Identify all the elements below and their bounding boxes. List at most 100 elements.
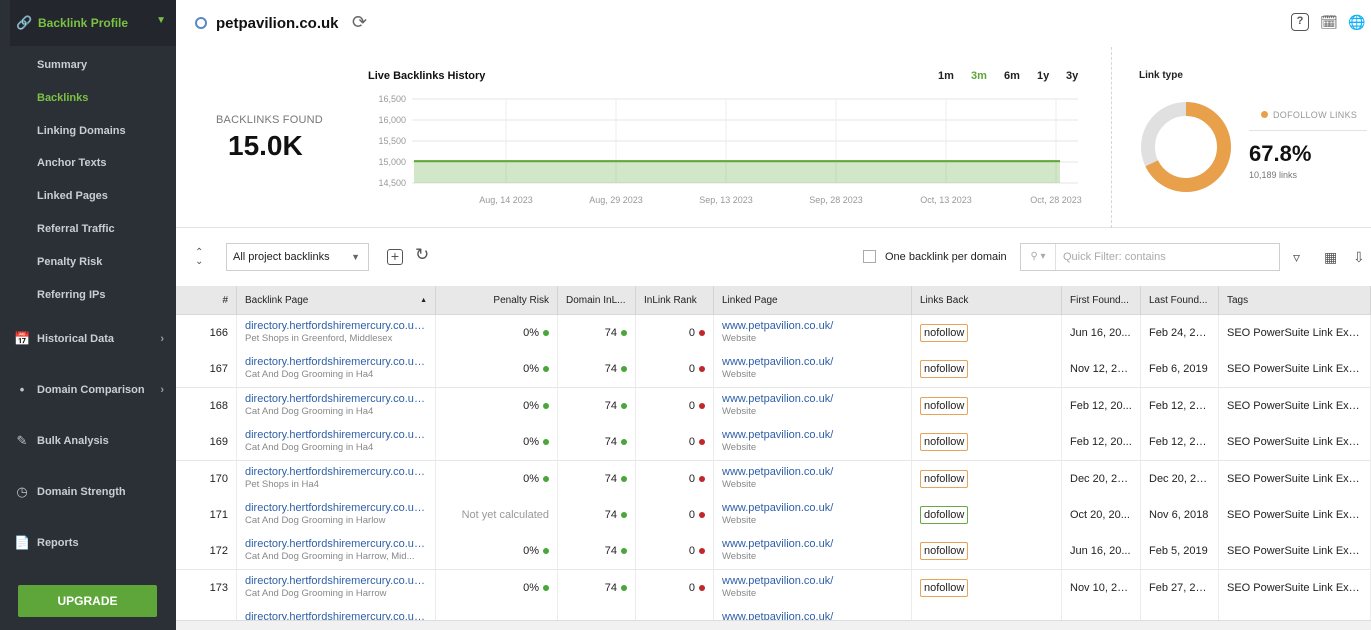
column-inlink-rank[interactable]: InLink Rank: [636, 286, 714, 315]
backlink-page-link[interactable]: directory.hertfordshiremercury.co.uk/...: [245, 465, 427, 478]
sidebar-item-summary[interactable]: Summary: [37, 59, 88, 71]
range-3y[interactable]: 3y: [1066, 70, 1079, 82]
range-1m[interactable]: 1m: [938, 70, 954, 82]
linked-page-title: Website: [722, 333, 757, 344]
linked-page-link[interactable]: www.petpavilion.co.uk/: [722, 320, 834, 332]
status-dot-green: [543, 475, 549, 482]
backlink-page-link[interactable]: directory.hertfordshiremercury.co.uk/...: [245, 429, 427, 442]
status-dot-green: [543, 439, 549, 446]
linked-page-link[interactable]: www.petpavilion.co.uk/: [722, 538, 834, 551]
backlink-page-title: Pet Shops in Greenford, Middlesex: [245, 333, 393, 344]
x-tick-label: Sep, 28 2023: [809, 195, 863, 205]
sidebar-item-anchor-texts[interactable]: Anchor Texts: [37, 157, 107, 169]
range-6m[interactable]: 6m: [1004, 70, 1020, 82]
column-number[interactable]: #: [176, 286, 237, 315]
sidebar-section-backlink-profile[interactable]: 🔗 Backlink Profile ▼: [10, 0, 176, 46]
quick-filter-input[interactable]: [1056, 251, 1276, 263]
range-3m[interactable]: 3m: [971, 70, 987, 82]
column-linked-page[interactable]: Linked Page: [714, 286, 912, 315]
backlinks-filter-select[interactable]: All project backlinks ▼: [226, 243, 369, 271]
add-icon[interactable]: +: [387, 249, 403, 265]
reload-icon[interactable]: ↻: [415, 245, 430, 264]
inlink-rank-value: 0: [688, 436, 695, 449]
column-first-found[interactable]: First Found...: [1062, 286, 1141, 315]
sidebar-item-domain-comparison[interactable]: • Domain Comparison ›: [14, 382, 172, 397]
links-back-badge: nofollow: [920, 433, 969, 452]
table-row[interactable]: 166 directory.hertfordshiremercury.co.uk/…: [176, 315, 1371, 352]
sidebar-item-linked-pages[interactable]: Linked Pages: [37, 190, 108, 202]
globe-settings-icon[interactable]: 🌐: [1348, 14, 1366, 30]
row-number: 171: [176, 497, 237, 534]
chevron-right-icon: ›: [160, 333, 164, 345]
sidebar-item-linking-domains[interactable]: Linking Domains: [37, 125, 126, 137]
schedule-icon[interactable]: 🗓: [1320, 14, 1338, 30]
backlink-page-link[interactable]: directory.hertfordshiremercury.co.uk/...: [245, 574, 427, 587]
backlink-page-link[interactable]: directory.hertfordshiremercury.co.uk/...: [245, 392, 427, 405]
column-tags[interactable]: Tags: [1219, 286, 1371, 315]
tags-cell: SEO PowerSuite Link Exp...: [1219, 387, 1371, 425]
column-domain-inlink[interactable]: Domain InL...: [558, 286, 636, 315]
linked-page-link[interactable]: www.petpavilion.co.uk/: [722, 574, 834, 587]
x-tick-label: Aug, 29 2023: [589, 195, 643, 205]
table-row[interactable]: 169 directory.hertfordshiremercury.co.uk/…: [176, 424, 1371, 462]
chevron-right-icon: ›: [160, 383, 164, 396]
columns-icon[interactable]: ▦: [1324, 249, 1338, 265]
sidebar-item-bulk-analysis[interactable]: ✎ Bulk Analysis: [14, 433, 172, 449]
column-penalty-risk[interactable]: Penalty Risk: [436, 286, 558, 315]
dofollow-links-count: 10,189 links: [1249, 170, 1298, 180]
backlink-page-link[interactable]: directory.hertfordshiremercury.co.uk/...: [245, 502, 427, 514]
sidebar-item-referral-traffic[interactable]: Referral Traffic: [37, 223, 115, 235]
linked-page-link[interactable]: www.petpavilion.co.uk/: [722, 502, 834, 514]
domain-inlink-value: 74: [604, 472, 617, 485]
expand-collapse-icon[interactable]: ⌃ ⌄: [195, 247, 204, 267]
links-back-cell: nofollow: [912, 569, 1062, 607]
column-links-back[interactable]: Links Back: [912, 286, 1062, 315]
filter-icon[interactable]: ▿: [1293, 249, 1301, 265]
checkbox[interactable]: [863, 250, 876, 263]
backlink-page-title: Pet Shops in Ha4: [245, 478, 319, 490]
search-icon[interactable]: ⚲ ▾: [1021, 244, 1056, 270]
sidebar-item-penalty-risk[interactable]: Penalty Risk: [37, 256, 103, 268]
sidebar-item-backlinks[interactable]: Backlinks: [37, 92, 89, 104]
divider: [1249, 130, 1367, 131]
upgrade-button[interactable]: UPGRADE: [18, 585, 157, 617]
range-1y[interactable]: 1y: [1037, 70, 1050, 82]
backlink-page-link[interactable]: directory.hertfordshiremercury.co.uk/...: [245, 356, 427, 369]
linked-page-link[interactable]: www.petpavilion.co.uk/: [722, 356, 834, 369]
series-area: [414, 161, 1060, 183]
backlink-page-cell: directory.hertfordshiremercury.co.uk/...…: [237, 351, 436, 389]
export-icon[interactable]: ⇩: [1353, 249, 1365, 265]
penalty-risk-value: 0%: [523, 436, 539, 449]
backlink-page-title: Cat And Dog Grooming in Ha4: [245, 369, 374, 381]
sidebar-item-reports[interactable]: 📄 Reports: [14, 535, 172, 551]
tags-cell: SEO PowerSuite Link Exp...: [1219, 460, 1371, 498]
horizontal-scrollbar[interactable]: [176, 620, 1371, 630]
chevron-down-icon[interactable]: ▼: [156, 15, 166, 26]
column-last-found[interactable]: Last Found...: [1141, 286, 1219, 315]
domain-inlink-cell: [558, 606, 636, 630]
linked-page-link[interactable]: www.petpavilion.co.uk/: [722, 429, 834, 442]
table-row[interactable]: 170 directory.hertfordshiremercury.co.uk/…: [176, 460, 1371, 498]
sidebar-item-referring-ips[interactable]: Referring IPs: [37, 289, 106, 301]
table-row[interactable]: 173 directory.hertfordshiremercury.co.uk/…: [176, 569, 1371, 607]
refresh-icon[interactable]: ⟳: [352, 12, 368, 32]
first-found-cell: Oct 20, 20...: [1062, 497, 1141, 534]
table-row[interactable]: 168 directory.hertfordshiremercury.co.uk/…: [176, 387, 1371, 425]
backlink-page-link[interactable]: directory.hertfordshiremercury.co.uk/...: [245, 320, 427, 332]
sidebar-item-historical-data[interactable]: 📅 Historical Data ›: [14, 331, 172, 347]
last-found-cell: Feb 24, 20...: [1141, 315, 1219, 352]
status-dot-red: [699, 330, 705, 337]
table-row[interactable]: 172 directory.hertfordshiremercury.co.uk/…: [176, 533, 1371, 571]
sidebar-item-domain-strength[interactable]: ◷ Domain Strength: [14, 484, 172, 500]
link-type-donut: [1141, 102, 1231, 192]
table-row[interactable]: 167 directory.hertfordshiremercury.co.uk/…: [176, 351, 1371, 389]
help-icon[interactable]: ?: [1291, 13, 1309, 31]
linked-page-link[interactable]: www.petpavilion.co.uk/: [722, 465, 834, 478]
column-backlink-page[interactable]: Backlink Page ▲: [237, 286, 436, 315]
penalty-risk-value: 0%: [523, 581, 539, 594]
backlink-page-link[interactable]: directory.hertfordshiremercury.co.uk/...: [245, 538, 427, 551]
one-backlink-per-domain-checkbox[interactable]: One backlink per domain: [863, 250, 1007, 263]
table-row[interactable]: 171 directory.hertfordshiremercury.co.uk/…: [176, 497, 1371, 534]
linked-page-link[interactable]: www.petpavilion.co.uk/: [722, 392, 834, 405]
table-toolbar: ⌃ ⌄ All project backlinks ▼ + ↻ One backl…: [176, 228, 1371, 286]
